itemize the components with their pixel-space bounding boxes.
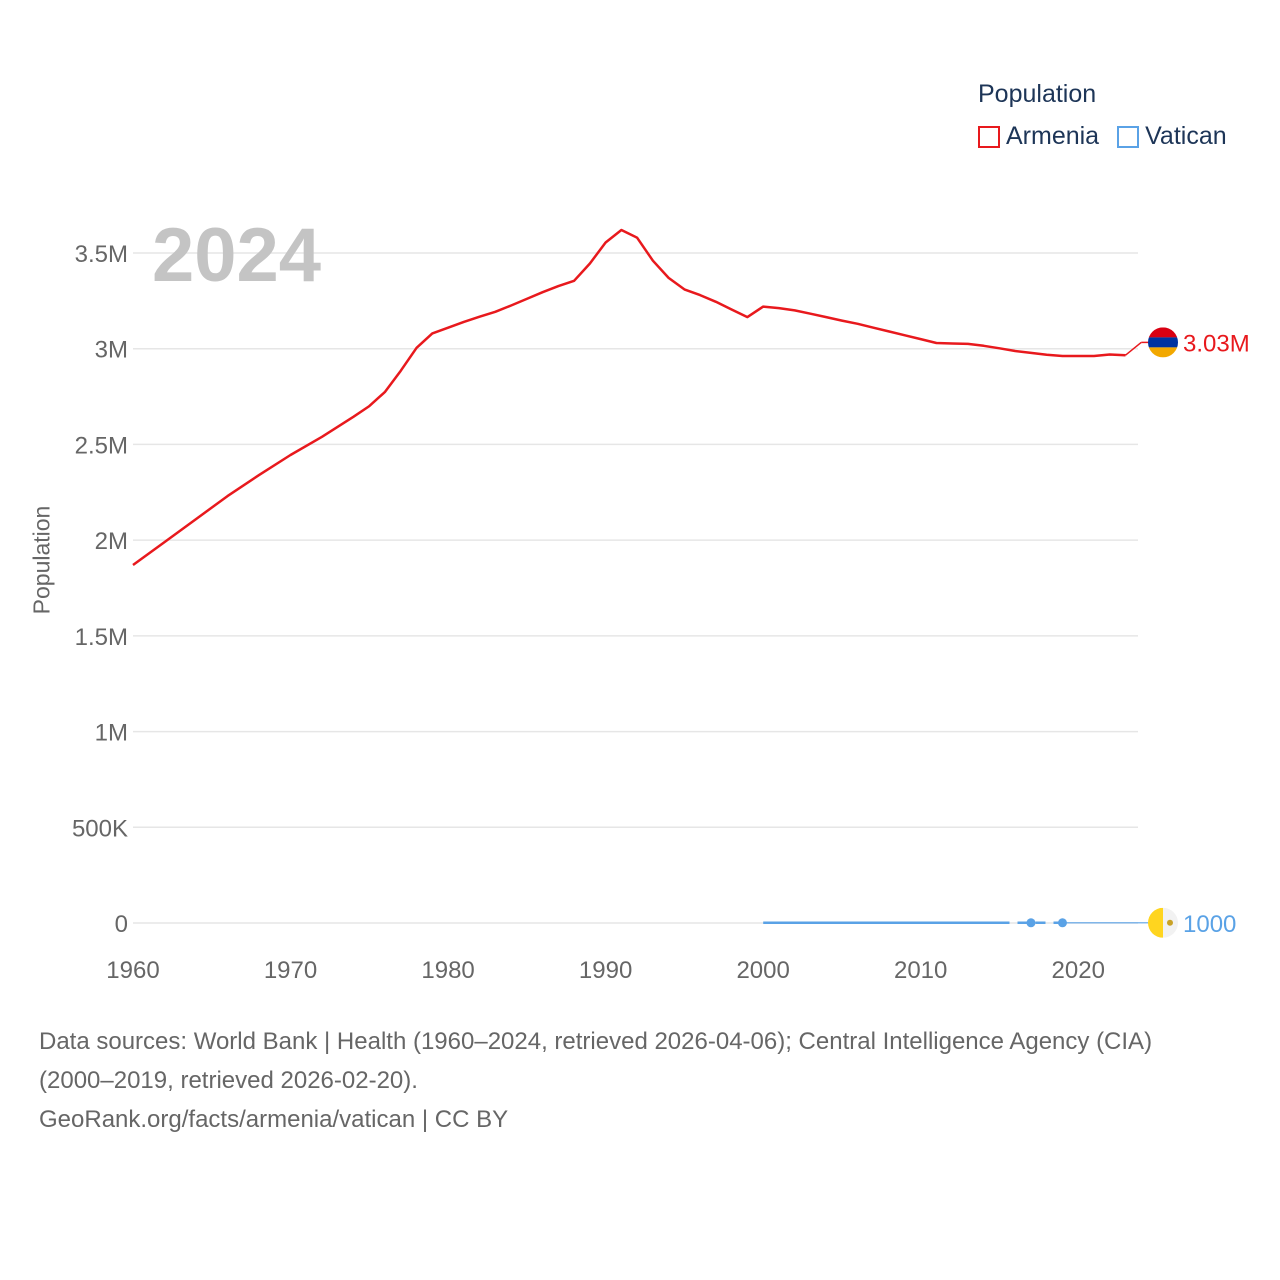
y-tick-label: 2M (95, 528, 128, 555)
year-label: 2024 (152, 213, 322, 298)
footer-sources-line-2: (2000–2019, retrieved 2026-02-20). (39, 1067, 418, 1094)
y-tick-label: 3.5M (75, 241, 128, 268)
footer-attribution[interactable]: GeoRank.org/facts/armenia/vatican | CC B… (39, 1106, 509, 1133)
x-tick-label: 1980 (421, 957, 474, 984)
x-tick-label: 1970 (264, 957, 317, 984)
legend: Armenia Vatican (978, 122, 1245, 151)
x-tick-label: 1960 (106, 957, 159, 984)
y-tick-label: 500K (72, 815, 128, 842)
y-tick-label: 0 (115, 911, 128, 938)
y-tick-label: 3M (95, 337, 128, 364)
footer-sources-line-1: Data sources: World Bank | Health (1960–… (39, 1028, 1153, 1055)
data-point-vatican (1026, 918, 1036, 928)
series-group: 3.03M 1000 (132, 228, 1250, 938)
legend-title: Population (978, 80, 1097, 108)
legend-item-vatican[interactable]: Vatican (1117, 122, 1227, 151)
y-tick-label: 1.5M (75, 624, 128, 651)
end-label-vatican: 1000 (1183, 911, 1236, 938)
end-label-armenia: 3.03M (1183, 330, 1250, 357)
legend-swatch-vatican (1117, 125, 1140, 148)
y-tick-label: 2.5M (75, 432, 128, 459)
legend-label-vatican: Vatican (1145, 122, 1227, 150)
legend-label-armenia: Armenia (1006, 122, 1100, 150)
x-tick-label: 2000 (736, 957, 789, 984)
x-tick-label: 2020 (1052, 957, 1105, 984)
x-axis-ticks: 1960 1970 1980 1990 2000 2010 2020 (106, 957, 1105, 984)
y-axis-ticks: 0 500K 1M 1.5M 2M 2.5M 3M 3.5M (72, 241, 128, 938)
series-line-armenia (132, 228, 1126, 567)
legend-swatch-armenia (978, 125, 1000, 148)
flag-armenia-icon (1148, 327, 1178, 358)
flag-vatican-icon (1148, 907, 1178, 938)
series-line-armenia-latest (1125, 341, 1142, 356)
legend-item-armenia[interactable]: Armenia (978, 122, 1099, 151)
footer: Data sources: World Bank | Health (1960–… (39, 1022, 1249, 1139)
y-tick-label: 1M (95, 720, 128, 747)
x-tick-label: 2010 (894, 957, 947, 984)
y-axis-title: Population (28, 505, 55, 615)
grid-lines (133, 252, 1138, 924)
x-tick-label: 1990 (579, 957, 632, 984)
